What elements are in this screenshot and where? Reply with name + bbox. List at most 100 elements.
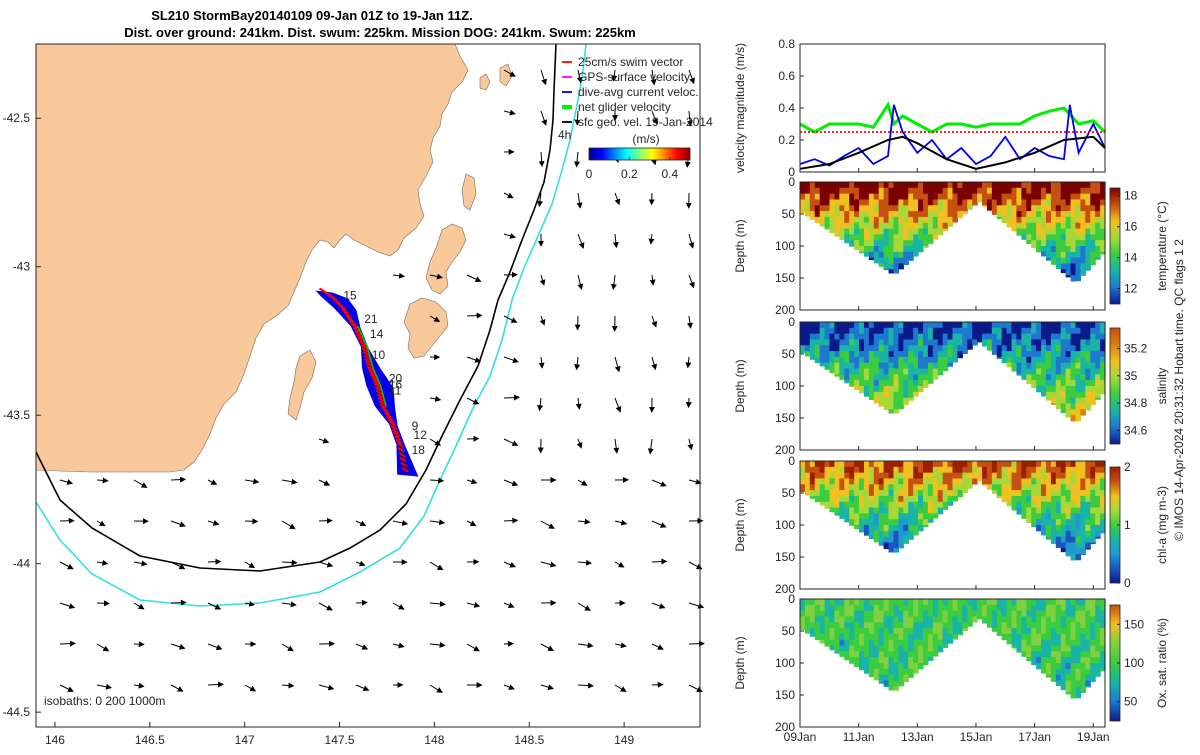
section-cell [903, 663, 909, 669]
section-cell [874, 646, 880, 652]
section-cell [923, 508, 929, 514]
section-cell [879, 657, 885, 663]
section-cell [928, 616, 934, 622]
section-cell [948, 188, 954, 194]
section-cell [1071, 473, 1077, 479]
section-cell [918, 519, 924, 525]
section-cell [889, 502, 895, 508]
section-cell [1036, 525, 1042, 531]
section-cell [1085, 229, 1091, 235]
section-cell [982, 599, 988, 605]
section-cell [1036, 386, 1042, 392]
section-cell [928, 240, 934, 244]
section-cell [1095, 392, 1101, 398]
section-cell [997, 461, 1003, 467]
section-cell [938, 229, 944, 235]
section-cell [1031, 519, 1037, 525]
section-cell [1095, 369, 1101, 375]
section-cell [938, 345, 944, 351]
section-cell [1046, 188, 1052, 194]
section-cell [918, 386, 924, 392]
section-cell [879, 223, 885, 229]
section-cell [1095, 473, 1101, 479]
section-cell [997, 334, 1003, 340]
section-cell [943, 599, 949, 605]
section-cell [1061, 188, 1067, 194]
section-cell [928, 519, 934, 523]
section-cell [943, 611, 949, 617]
section-colorbar-label: temperature (°C) [1155, 201, 1169, 291]
section-cell [830, 646, 836, 651]
section-cell [884, 622, 890, 628]
section-cell [1036, 199, 1042, 205]
section-cell [1090, 519, 1096, 525]
section-cell [834, 502, 840, 508]
section-cell [844, 478, 850, 484]
section-cell [1051, 263, 1057, 264]
section-cell [908, 467, 914, 473]
section-cell [1046, 628, 1052, 634]
section-cell [859, 252, 865, 254]
section-cell [908, 622, 914, 628]
section-cell [987, 205, 993, 210]
section-cell [943, 461, 949, 467]
section-cell [1016, 634, 1022, 640]
section-cell [967, 322, 973, 328]
section-cell [1075, 269, 1081, 275]
section-cell [879, 663, 885, 669]
section-cell [1046, 374, 1052, 380]
section-cell [1075, 692, 1081, 698]
section-cell [834, 234, 840, 236]
section-cell [977, 328, 983, 334]
section-cell [992, 194, 998, 200]
section-cell [879, 467, 885, 473]
section-cell [1021, 363, 1027, 369]
section-cell [830, 496, 836, 502]
section-cell [1012, 188, 1018, 194]
legend-label: 25cm/s swim vector [578, 55, 683, 69]
section-cell [1046, 519, 1052, 525]
section-cell [1085, 646, 1091, 652]
section-cell [898, 263, 904, 269]
section-cell [1071, 374, 1077, 380]
section-cell [1026, 473, 1032, 479]
section-cell [908, 322, 914, 328]
section-cell [1051, 199, 1057, 205]
section-cell [854, 328, 860, 334]
map-x-tick-label: 148 [424, 733, 444, 747]
section-cell [918, 182, 924, 188]
section-cell [923, 478, 929, 484]
section-cell [923, 246, 929, 248]
section-cell [1095, 599, 1101, 605]
section-cell [830, 217, 836, 223]
section-cell [889, 461, 895, 467]
section-cell [962, 616, 968, 622]
section-cell [893, 605, 899, 611]
section-cell [1021, 473, 1027, 479]
section-cell [1021, 478, 1027, 484]
section-cell [844, 328, 850, 334]
section-cell [992, 478, 998, 484]
section-cell [938, 211, 944, 217]
velocity-y-tick-label: 0.4 [778, 101, 795, 115]
section-cell [938, 357, 944, 363]
section-cell [1075, 275, 1081, 281]
section-cell [948, 461, 954, 467]
section-cell [893, 363, 899, 369]
section-cell [908, 229, 914, 235]
section-cell [800, 339, 806, 345]
section-cell [869, 473, 875, 479]
section-cell [800, 182, 806, 188]
section-cell [928, 502, 934, 508]
section-cell [898, 605, 904, 611]
section-cell [844, 634, 850, 640]
section-cell [869, 513, 875, 519]
section-cell [1036, 240, 1042, 246]
section-cell [1095, 657, 1101, 663]
section-cell [844, 223, 850, 229]
section-cell [908, 669, 914, 675]
section-cell [1036, 508, 1042, 514]
section-cell [928, 234, 934, 240]
section-cell [869, 502, 875, 508]
section-cell [918, 339, 924, 345]
